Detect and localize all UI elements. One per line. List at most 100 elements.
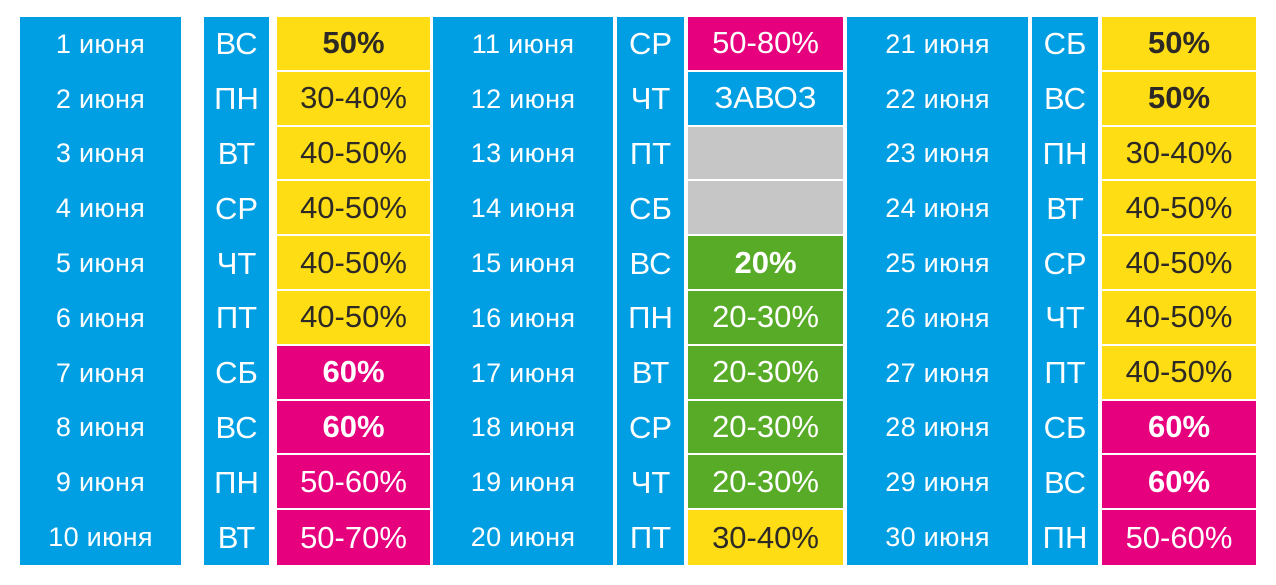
weekday-cell: ПТ	[215, 300, 258, 336]
discount-cell: 40-50%	[277, 126, 430, 182]
weekday-cell: ВС	[1043, 464, 1087, 500]
discount-cell: 50-60%	[1102, 510, 1256, 565]
weekday-cell: СР	[214, 190, 259, 226]
date-column-3: 21 июня 22 июня 23 июня 24 июня 25 июня 26 ию…	[847, 17, 1028, 565]
date-cell: 23 июня	[885, 138, 990, 169]
weekday-column-2: СР ЧТ ПТ СБ ВС ПН ВТ СР ЧТ ПТ	[617, 17, 684, 565]
discount-column-3: 50% 50% 30-40% 40-50% 40-50% 40-50% 40-50% 60% 6…	[1102, 17, 1256, 565]
discount-cell: 60%	[277, 345, 430, 401]
weekday-column-3: СБ ВС ПН ВТ СР ЧТ ПТ СБ ВС ПН	[1032, 17, 1098, 565]
weekday-cell: ВТ	[217, 135, 256, 171]
discount-cell: 40-50%	[1102, 181, 1256, 237]
discount-cell: 30-40%	[277, 71, 430, 127]
weekday-cell: СБ	[1043, 409, 1087, 445]
discount-cell: 20-30%	[688, 455, 843, 511]
date-cell: 5 июня	[55, 248, 146, 279]
weekday-cell: СР	[628, 26, 673, 62]
discount-cell: 50-60%	[277, 455, 430, 511]
discount-cell: 30-40%	[688, 510, 843, 565]
weekday-cell: ВТ	[1046, 190, 1084, 226]
discount-cell: 20%	[688, 236, 843, 291]
date-cell: 12 июня	[470, 83, 576, 114]
date-cell: 24 июня	[885, 193, 990, 224]
weekday-cell: СБ	[1043, 26, 1087, 62]
discount-cell: 50%	[1102, 71, 1256, 127]
date-cell: 8 июня	[55, 412, 146, 443]
discount-cell: 50%	[1102, 17, 1256, 72]
date-cell: 30 июня	[885, 522, 990, 553]
date-cell: 21 июня	[885, 28, 990, 59]
weekday-cell: ПТ	[629, 519, 672, 555]
weekday-cell: ВС	[215, 409, 258, 445]
discount-cell	[688, 181, 843, 237]
date-cell: 10 июня	[48, 522, 153, 553]
date-cell: 22 июня	[885, 83, 990, 114]
date-cell: 7 июня	[55, 357, 146, 388]
discount-cell: 60%	[1102, 400, 1256, 456]
weekday-cell: ЧТ	[216, 245, 257, 281]
date-cell: 29 июня	[885, 467, 990, 498]
weekday-cell: ПН	[1042, 135, 1088, 171]
weekday-cell: ВС	[629, 245, 672, 281]
discount-cell: ЗАВОЗ	[688, 71, 843, 127]
date-cell: 11 июня	[471, 28, 575, 59]
discount-cell: 40-50%	[277, 236, 430, 291]
weekday-cell: ЧТ	[1045, 300, 1085, 336]
weekday-cell: ПТ	[1044, 355, 1086, 391]
weekday-cell: ЧТ	[630, 81, 671, 117]
date-cell: 14 июня	[470, 193, 576, 224]
discount-cell: 50-70%	[277, 510, 430, 565]
date-cell: 15 июня	[470, 248, 576, 279]
discount-cell: 60%	[1102, 455, 1256, 511]
weekday-cell: ПН	[214, 464, 259, 500]
date-cell: 3 июня	[55, 138, 146, 169]
weekday-cell: СБ	[629, 190, 672, 226]
discount-cell: 20-30%	[688, 345, 843, 401]
weekday-cell: ПН	[214, 81, 259, 117]
weekday-cell: ПН	[628, 300, 673, 336]
weekday-cell: ПН	[1042, 519, 1088, 555]
weekday-cell: ВС	[1043, 81, 1087, 117]
discount-column-1: 50% 30-40% 40-50% 40-50% 40-50% 40-50% 60% 60% 5…	[277, 17, 430, 565]
date-cell: 9 июня	[55, 467, 146, 498]
date-cell: 27 июня	[885, 357, 990, 388]
date-column-2: 11 июня 12 июня 13 июня 14 июня 15 июня 16 ию…	[433, 17, 613, 565]
weekday-cell: ЧТ	[630, 464, 671, 500]
date-cell: 18 июня	[470, 412, 576, 443]
date-cell: 4 июня	[55, 193, 146, 224]
date-cell: 28 июня	[885, 412, 990, 443]
discount-cell	[688, 126, 843, 182]
discount-cell: 40-50%	[1102, 291, 1256, 346]
date-cell: 19 июня	[470, 467, 576, 498]
discount-cell: 40-50%	[1102, 345, 1256, 401]
discount-cell: 50%	[277, 17, 430, 72]
date-cell: 6 июня	[55, 302, 146, 333]
discount-cell: 30-40%	[1102, 126, 1256, 182]
date-cell: 13 июня	[470, 138, 576, 169]
weekday-cell: ВТ	[631, 355, 670, 391]
weekday-cell: СР	[628, 409, 673, 445]
date-cell: 26 июня	[885, 302, 990, 333]
weekday-cell: СР	[1043, 245, 1087, 281]
weekday-cell: СБ	[215, 355, 258, 391]
discount-cell: 60%	[277, 400, 430, 456]
date-cell: 17 июня	[470, 357, 576, 388]
weekday-cell: ПТ	[629, 135, 672, 171]
date-cell: 2 июня	[55, 83, 146, 114]
discount-cell: 40-50%	[277, 181, 430, 237]
discount-column-2: 50-80% ЗАВОЗ 20% 20-30% 20-30% 20-30% 20-30% 30…	[688, 17, 843, 565]
date-cell: 20 июня	[470, 522, 576, 553]
discount-cell: 40-50%	[1102, 236, 1256, 291]
discount-cell: 40-50%	[277, 291, 430, 346]
weekday-cell: ВС	[215, 26, 258, 62]
weekday-column-1: ВС ПН ВТ СР ЧТ ПТ СБ ВС ПН ВТ	[204, 17, 269, 565]
date-cell: 25 июня	[885, 248, 990, 279]
weekday-cell: ВТ	[217, 519, 256, 555]
date-cell: 16 июня	[470, 302, 576, 333]
date-cell: 1 июня	[55, 28, 146, 59]
discount-cell: 50-80%	[688, 17, 843, 72]
discount-cell: 20-30%	[688, 291, 843, 346]
date-column-1: 1 июня 2 июня 3 июня 4 июня 5 июня 6 июня 7 ию…	[20, 17, 181, 565]
discount-cell: 20-30%	[688, 400, 843, 456]
